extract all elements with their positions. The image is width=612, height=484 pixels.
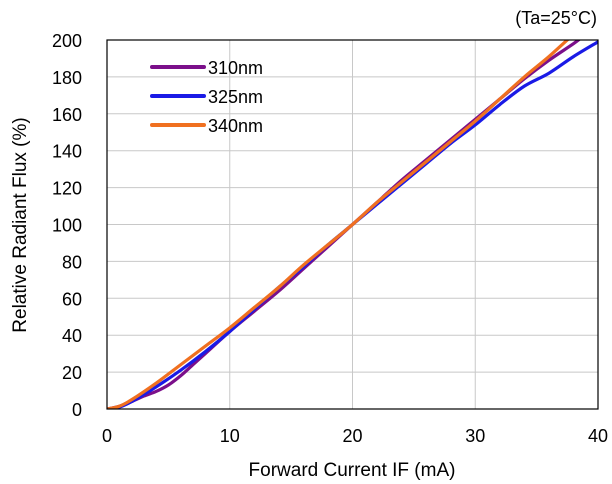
plot-frame: [106, 39, 599, 410]
y-tick-label: 100: [52, 216, 82, 236]
temperature-annotation: (Ta=25°C): [515, 8, 597, 28]
tick-labels: 0 10 20 30 40 0 20 40 60 80 100 120 140 160 180 200: [52, 31, 608, 446]
y-tick-label: 80: [62, 252, 82, 272]
x-tick-label: 40: [588, 426, 608, 446]
y-tick-label: 20: [62, 363, 82, 383]
legend-label-310nm: 310nm: [208, 58, 263, 78]
y-tick-label: 120: [52, 179, 82, 199]
axes: [106, 39, 599, 410]
y-tick-label: 200: [52, 31, 82, 51]
y-tick-label: 60: [62, 289, 82, 309]
legend: 310nm 325nm 340nm: [150, 58, 263, 136]
x-tick-label: 10: [220, 426, 240, 446]
y-tick-label: 40: [62, 326, 82, 346]
x-tick-label: 30: [465, 426, 485, 446]
x-axis-title: Forward Current IF (mA): [249, 460, 456, 481]
grid: [107, 40, 598, 409]
y-tick-label: 160: [52, 105, 82, 125]
x-tick-label: 0: [102, 426, 112, 446]
y-tick-label: 180: [52, 68, 82, 88]
y-tick-label: 140: [52, 142, 82, 162]
y-axis-title: Relative Radiant Flux (%): [10, 117, 31, 332]
x-tick-label: 20: [342, 426, 362, 446]
series-line-340nm: [107, 40, 570, 409]
series-lines: [107, 40, 598, 409]
legend-label-325nm: 325nm: [208, 87, 263, 107]
legend-label-340nm: 340nm: [208, 116, 263, 136]
y-tick-label: 0: [72, 400, 82, 420]
